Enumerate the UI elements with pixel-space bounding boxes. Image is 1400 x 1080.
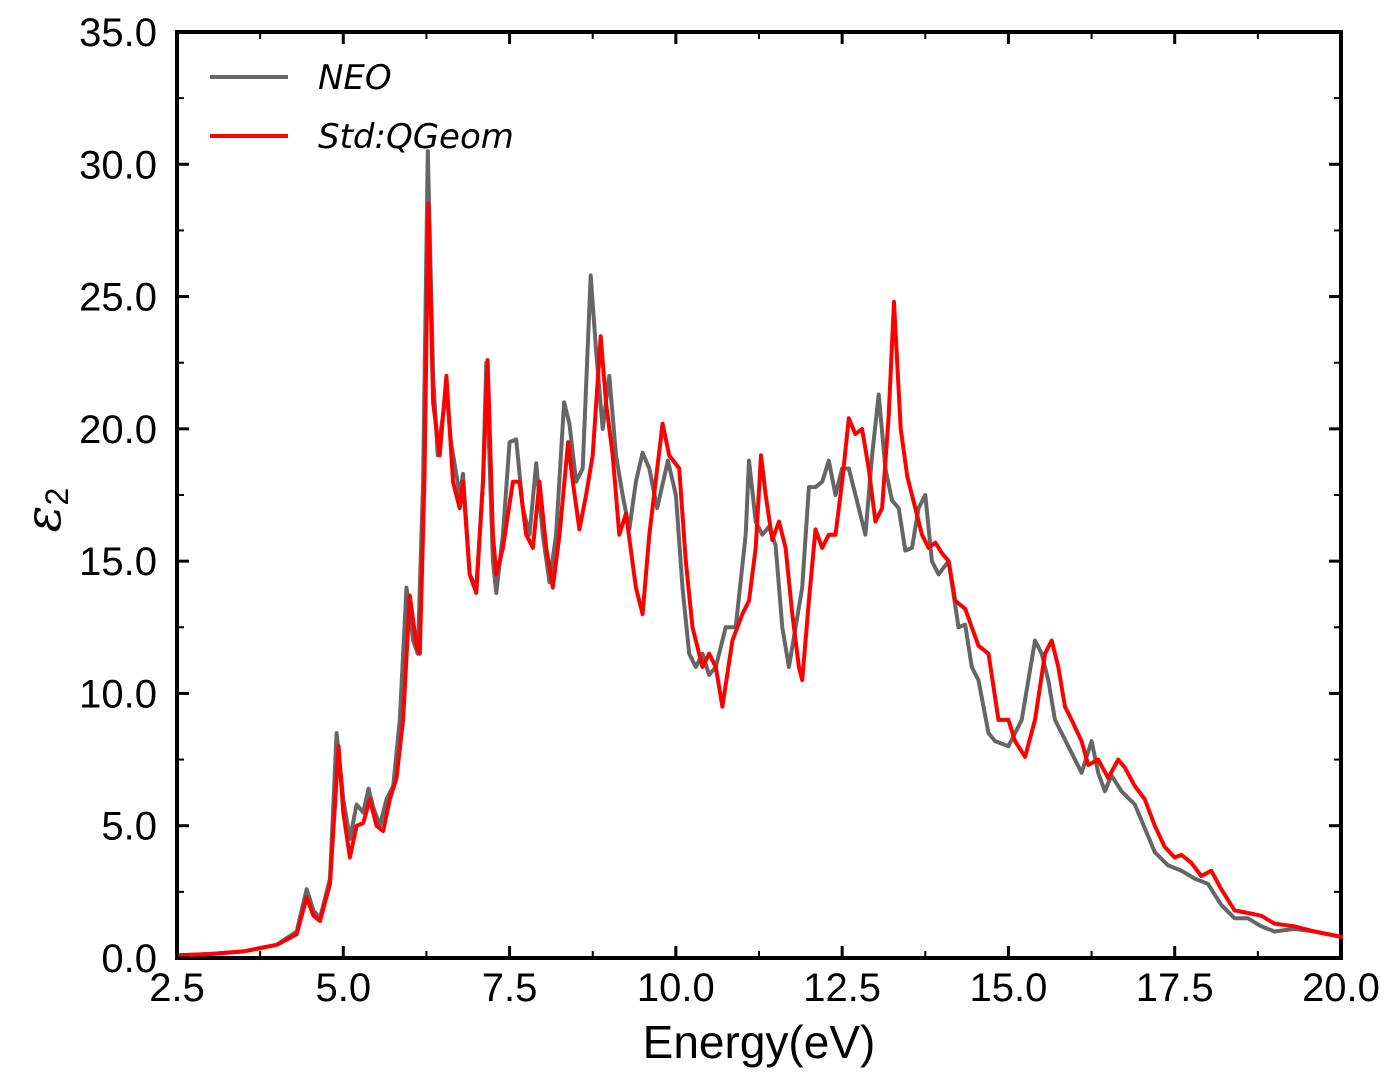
y-tick-label: 0.0 [101, 937, 157, 981]
y-tick-label: 15.0 [79, 540, 157, 584]
legend: NEO Std:QGeom [210, 58, 514, 157]
x-tick-label: 20.0 [1302, 966, 1380, 1010]
x-tick-label: 2.5 [149, 966, 205, 1010]
y-axis-label: ε2 [14, 488, 75, 533]
y-axis-label-symbol: ε [14, 505, 72, 532]
x-tick-label: 17.5 [1136, 966, 1214, 1010]
x-tick-label: 10.0 [637, 966, 715, 1010]
y-tick-label: 5.0 [101, 805, 157, 849]
x-tick-label: 15.0 [969, 966, 1047, 1010]
y-tick-label: 35.0 [79, 11, 157, 55]
y-axis-label-subscript: 2 [39, 488, 75, 506]
svg-text:ε2: ε2 [14, 488, 75, 533]
x-tick-label: 12.5 [803, 966, 881, 1010]
y-tick-label: 10.0 [79, 672, 157, 716]
series-line-std-qgeom [175, 202, 1343, 958]
x-tick-label: 7.5 [482, 966, 538, 1010]
legend-label: Std:QGeom [318, 117, 514, 157]
y-tick-label: 25.0 [79, 276, 157, 320]
ticks-layer: 2.5 5.0 7.5 10.0 12.5 15.0 17.5 20.0 0.0 5.0 10.0 1… [79, 11, 1380, 1010]
series-layer [175, 149, 1343, 958]
x-tick-label: 5.0 [315, 966, 371, 1010]
y-tick-label: 30.0 [79, 143, 157, 187]
series-line-neo [175, 149, 1343, 958]
y-tick-label: 20.0 [79, 408, 157, 452]
x-axis-label: Energy(eV) [643, 1016, 876, 1068]
legend-label: NEO [318, 58, 392, 98]
